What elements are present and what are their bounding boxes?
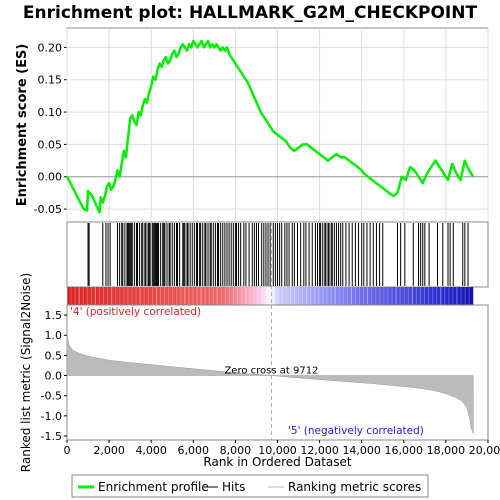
hits-panel [66, 221, 489, 305]
positive-correlation-label: '4' (positively correlated) [70, 306, 201, 318]
metric-ytick-label: -1.5 [41, 430, 62, 443]
es-ytick-label: -0.05 [34, 203, 62, 216]
legend: Enrichment profile Hits Ranking metric sco… [71, 474, 429, 498]
legend-label: Ranking metric scores [288, 480, 421, 494]
es-axis-label: Enrichment score (ES) [15, 44, 30, 207]
xtick-label: 4,000 [135, 444, 167, 457]
negative-correlation-label: '5' (negatively correlated) [288, 425, 424, 437]
es-ytick-label: 0.00 [38, 171, 63, 184]
legend-box [71, 474, 429, 498]
metric-ytick-label: 0.0 [45, 370, 63, 383]
ranking-metric-area [66, 335, 474, 435]
es-ytick-label: 0.05 [38, 138, 63, 151]
metric-ytick-label: -1.0 [41, 410, 62, 423]
enrichment-profile-line [65, 39, 475, 214]
xtick-label: 6,000 [178, 444, 210, 457]
xtick-label: 20,000 [469, 444, 500, 457]
legend-label: Enrichment profile [98, 480, 209, 494]
enrichment-score-panel: -0.05 0.00 0.05 0.10 0.15 0.20 Enrichment scor… [15, 27, 489, 223]
zero-cross-label: Zero cross at 9712 [224, 366, 318, 377]
es-ytick-label: 0.15 [38, 74, 63, 87]
xtick-label: 8,000 [220, 444, 252, 457]
metric-ytick-label: 0.5 [45, 349, 63, 362]
xtick-label: 0 [64, 444, 71, 457]
xtick-label: 14,000 [342, 444, 381, 457]
xtick-label: 18,000 [427, 444, 466, 457]
xtick-label: 16,000 [385, 444, 424, 457]
xtick-label: 12,000 [300, 444, 339, 457]
x-axis-label: Rank in Ordered Dataset [203, 455, 351, 469]
xtick-label: 2,000 [93, 444, 125, 457]
metric-axis-label: Ranked list metric (Signal2Noise) [19, 273, 33, 472]
chart-title: Enrichment plot: HALLMARK_G2M_CHECKPOINT [23, 3, 478, 23]
rank-color-bar [67, 287, 474, 305]
legend-label: Hits [222, 480, 245, 494]
metric-ytick-label: 1.5 [45, 309, 63, 322]
es-ytick-label: 0.10 [38, 106, 63, 119]
metric-ytick-label: -0.5 [41, 390, 62, 403]
es-ytick-label: 0.20 [38, 41, 63, 54]
metric-ytick-label: 1.0 [45, 329, 63, 342]
xtick-label: 10,000 [258, 444, 297, 457]
ranked-metric-panel: -1.5 -1.0 -0.5 0.0 0.5 1.0 1.5 Zero cross at 97… [19, 222, 500, 472]
